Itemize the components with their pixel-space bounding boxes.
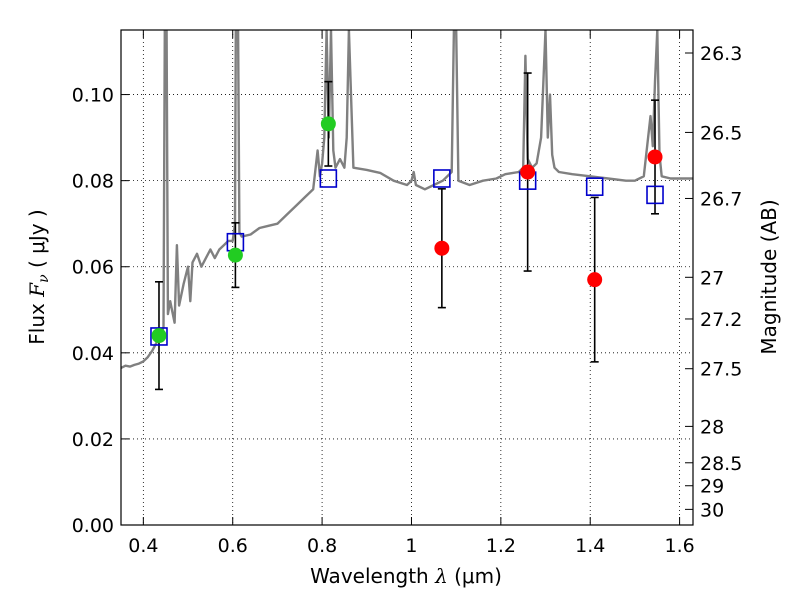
measurements-point-1	[520, 164, 536, 180]
axes-frame	[120, 29, 694, 526]
model-photometry-square-5	[585, 177, 604, 196]
x-tick-label-4: 1.2	[486, 535, 516, 557]
model-photometry-square-3	[433, 169, 451, 188]
model-spectrum-line	[121, 30, 693, 369]
x-tick-label-0: 0.4	[128, 535, 158, 557]
y-axis-label: Flux Fν ( μJy )	[25, 209, 52, 344]
y-tick-label-0: 0.00	[72, 515, 114, 537]
right-tick-label-8: 29	[700, 476, 724, 498]
measurements-point-2	[587, 272, 603, 288]
y-tick-label-5: 0.10	[72, 85, 114, 107]
x-tick-label-1: 0.6	[218, 535, 248, 557]
detections-point-0	[151, 328, 167, 344]
plot-area	[121, 30, 693, 391]
right-tick-label-7: 28.5	[700, 453, 742, 475]
right-tick-label-0: 26.3	[700, 43, 742, 65]
model-photometry-square-6	[646, 185, 664, 205]
right-tick-label-4: 27.2	[700, 309, 742, 331]
model-photometry-square-2	[319, 169, 338, 188]
right-tick-label-1: 26.5	[700, 122, 742, 144]
right-tick-label-6: 28	[700, 416, 724, 438]
grid	[121, 30, 693, 526]
measurements-point-3	[647, 149, 663, 165]
y-tick-label-4: 0.08	[72, 171, 114, 193]
right-tick-label-5: 27.5	[700, 359, 742, 381]
right-tick-label-2: 26.7	[700, 188, 742, 210]
right-tick-label-9: 30	[700, 499, 724, 521]
detections-point-1	[227, 247, 243, 263]
y-tick-label-3: 0.06	[72, 257, 114, 279]
x-axis-label: Wavelength λ (μm)	[310, 564, 502, 588]
model-photometry-square-0	[150, 327, 168, 346]
x-tick-label-2: 0.8	[307, 535, 337, 557]
y-tick-label-2: 0.04	[72, 343, 114, 365]
right-tick-label-3: 27	[700, 267, 724, 289]
y-tick-label-1: 0.02	[72, 429, 114, 451]
x-tick-label-5: 1.4	[575, 535, 605, 557]
ticks: 0.4 0.6 0.8 1 1.2 1.4 1.6 0.00 0.02 0.04 0.06 0.08 0…	[72, 30, 742, 557]
detections-point-2	[320, 116, 336, 132]
plot-frame	[120, 29, 694, 526]
right-axis-label: Magnitude (AB)	[757, 199, 781, 354]
measurements-point-0	[434, 240, 450, 256]
x-tick-label-6: 1.6	[664, 535, 694, 557]
x-tick-label-3: 1	[405, 535, 417, 557]
